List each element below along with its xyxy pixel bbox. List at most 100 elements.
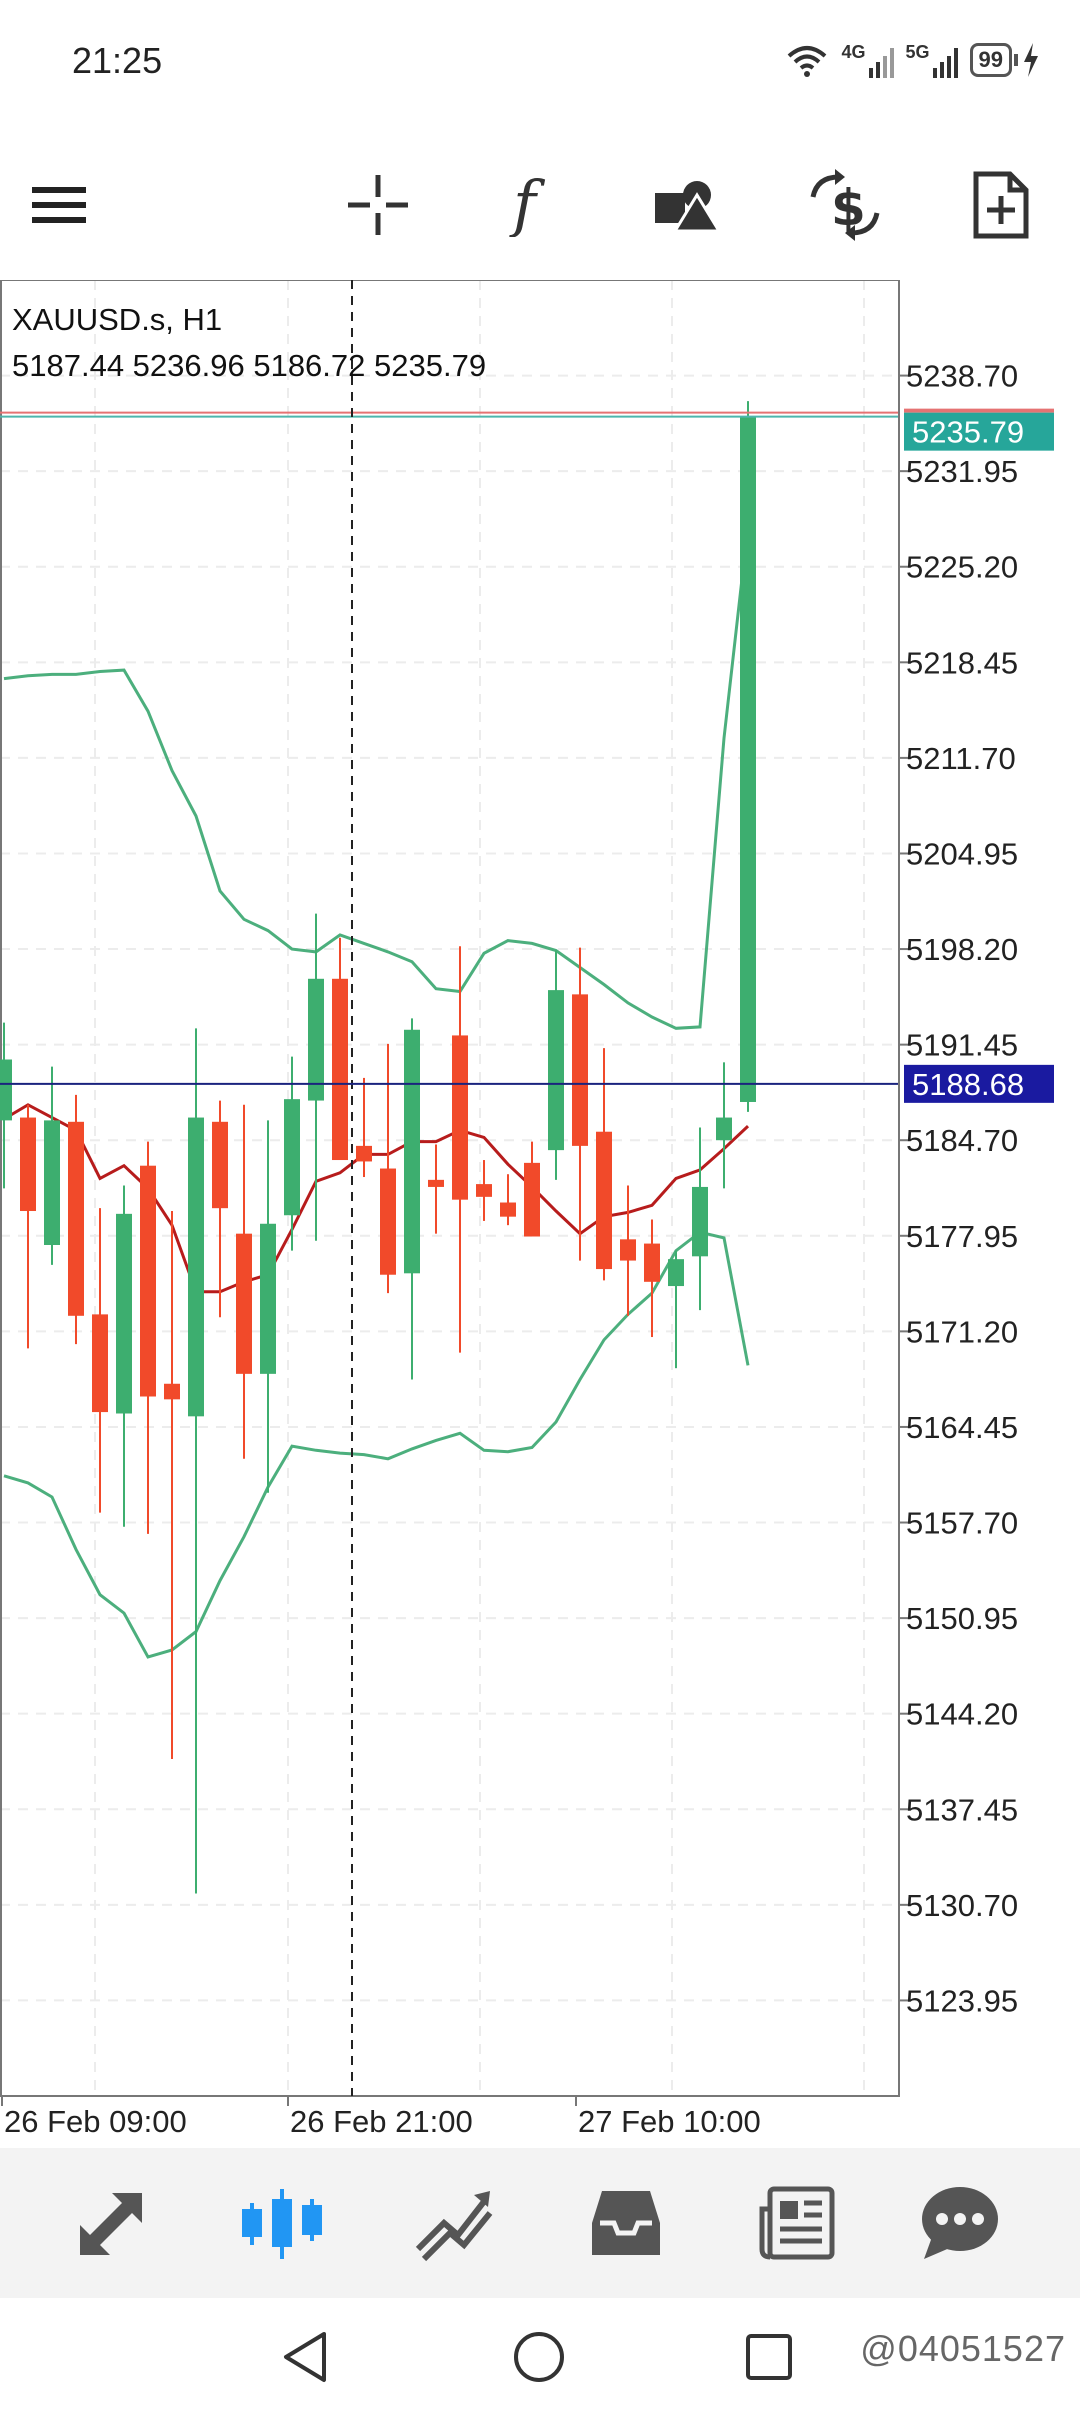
- candle-body: [548, 990, 564, 1151]
- candle-body: [332, 978, 348, 1161]
- svg-text:f: f: [509, 173, 546, 237]
- symbol-label: XAUUSD.s, H1: [12, 302, 222, 337]
- candle-body: [260, 1223, 276, 1374]
- y-tick-label: 5238.70: [906, 359, 1018, 394]
- y-tick-label: 5137.45: [906, 1792, 1018, 1827]
- battery-level: 99: [978, 47, 1003, 72]
- candle-body: [620, 1239, 636, 1261]
- candle-body: [668, 1259, 684, 1287]
- chart-grid: [0, 280, 898, 2096]
- y-tick-label: 5123.95: [906, 1983, 1018, 2018]
- bollinger-bands: [3, 525, 750, 1659]
- x-tick-label: 27 Feb 10:00: [578, 2104, 761, 2139]
- chart-overlay: [0, 280, 898, 2096]
- status-time: 21:25: [72, 40, 163, 81]
- y-tick-label: 5198.20: [906, 932, 1018, 967]
- x-tick-label: 26 Feb 09:00: [4, 2104, 187, 2139]
- back-icon[interactable]: [280, 2330, 330, 2384]
- nav-messages[interactable]: [910, 2180, 1010, 2266]
- current-price-tag: [904, 412, 1054, 451]
- candle-body: [500, 1202, 516, 1217]
- indicators-icon: f: [509, 173, 546, 237]
- candle-body: [44, 1120, 60, 1245]
- candle-body: [428, 1179, 444, 1187]
- wifi-icon: [788, 46, 827, 77]
- nav-chart[interactable]: [232, 2180, 332, 2266]
- candle-body: [164, 1383, 180, 1400]
- moving-average-line: [3, 1103, 750, 1294]
- candle-body: [284, 1099, 300, 1216]
- objects-icon: [655, 181, 722, 233]
- battery-icon: 99: [969, 43, 1040, 77]
- price-axis: 5238.70 5231.95 5225.20 5218.45 5211.70 5204.…: [898, 359, 1054, 2018]
- y-tick-label: 5225.20: [906, 550, 1018, 585]
- signal-5g-icon: 5G: [906, 42, 958, 78]
- nav-news[interactable]: [748, 2180, 848, 2266]
- quotes-icon: [80, 2193, 142, 2255]
- trade-button[interactable]: $: [800, 160, 890, 250]
- candle-body: [140, 1165, 156, 1397]
- candle-body: [716, 1117, 732, 1141]
- candle-body: [20, 1117, 36, 1212]
- chart-frame: [0, 280, 900, 2097]
- crosshair-button[interactable]: [333, 160, 423, 250]
- messages-icon: [922, 2187, 998, 2259]
- y-tick-label: 5231.95: [906, 454, 1018, 489]
- indicators-button[interactable]: f: [487, 160, 577, 250]
- candle-body: [644, 1243, 660, 1282]
- candle-body: [524, 1162, 540, 1237]
- candle-body: [92, 1314, 108, 1413]
- y-tick-label: 5191.45: [906, 1028, 1018, 1063]
- candle-body: [404, 1029, 420, 1274]
- y-tick-label: 5157.70: [906, 1506, 1018, 1541]
- status-bar: 21:25 4G 5G 99: [0, 0, 1080, 130]
- y-tick-label: 5144.20: [906, 1697, 1018, 1732]
- new-order-button[interactable]: [956, 160, 1046, 250]
- candle-body: [236, 1233, 252, 1374]
- objects-button[interactable]: [643, 160, 733, 250]
- nav-trade[interactable]: [404, 2180, 504, 2266]
- signal-4g-icon: 4G: [841, 42, 894, 78]
- candle-body: [308, 978, 324, 1101]
- candle-body: [0, 1059, 12, 1121]
- network-5g-label: 5G: [905, 42, 930, 62]
- nav-quotes[interactable]: [60, 2180, 160, 2266]
- news-icon: [759, 2186, 835, 2260]
- x-tick-label: 26 Feb 21:00: [290, 2104, 473, 2139]
- trade-icon: $: [810, 169, 880, 241]
- candle-body: [452, 1035, 468, 1200]
- current-price-label: 5235.79: [912, 415, 1024, 450]
- candle-body: [356, 1145, 372, 1162]
- candle-body: [188, 1117, 204, 1417]
- charging-bolt-icon: [1024, 43, 1038, 77]
- menu-icon: [32, 187, 86, 223]
- y-tick-label: 5150.95: [906, 1601, 1018, 1636]
- system-navigation: [0, 2298, 1080, 2412]
- crosshair-price-tag: [904, 1064, 1054, 1103]
- price-chart[interactable]: 5238.70 5231.95 5225.20 5218.45 5211.70 5204.…: [0, 280, 1080, 2140]
- candle-body: [572, 994, 588, 1146]
- recents-icon[interactable]: [744, 2332, 794, 2382]
- lower-band-line: [3, 1230, 750, 1659]
- candlesticks: [0, 401, 756, 1894]
- menu-button[interactable]: [15, 160, 105, 250]
- nav-history[interactable]: [576, 2180, 676, 2266]
- home-icon[interactable]: [512, 2330, 566, 2384]
- new-order-icon: [973, 171, 1029, 239]
- svg-text:$: $: [831, 179, 866, 237]
- y-tick-label: 5211.70: [906, 741, 1016, 776]
- candle-body: [212, 1121, 228, 1209]
- y-tick-label: 5184.70: [906, 1123, 1018, 1158]
- candle-body: [740, 416, 756, 1102]
- network-4g-label: 4G: [841, 42, 866, 62]
- crosshair-price-label: 5188.68: [912, 1067, 1024, 1102]
- candle-body: [596, 1131, 612, 1270]
- candle-body: [692, 1186, 708, 1257]
- status-icons: 4G 5G 99: [785, 40, 1040, 80]
- watermark: @04051527: [860, 2328, 1066, 2369]
- y-tick-label: 5171.20: [906, 1314, 1018, 1349]
- bottom-navigation: [0, 2148, 1080, 2298]
- candle-body: [116, 1213, 132, 1414]
- candle-body: [68, 1121, 84, 1316]
- candle-body: [476, 1184, 492, 1197]
